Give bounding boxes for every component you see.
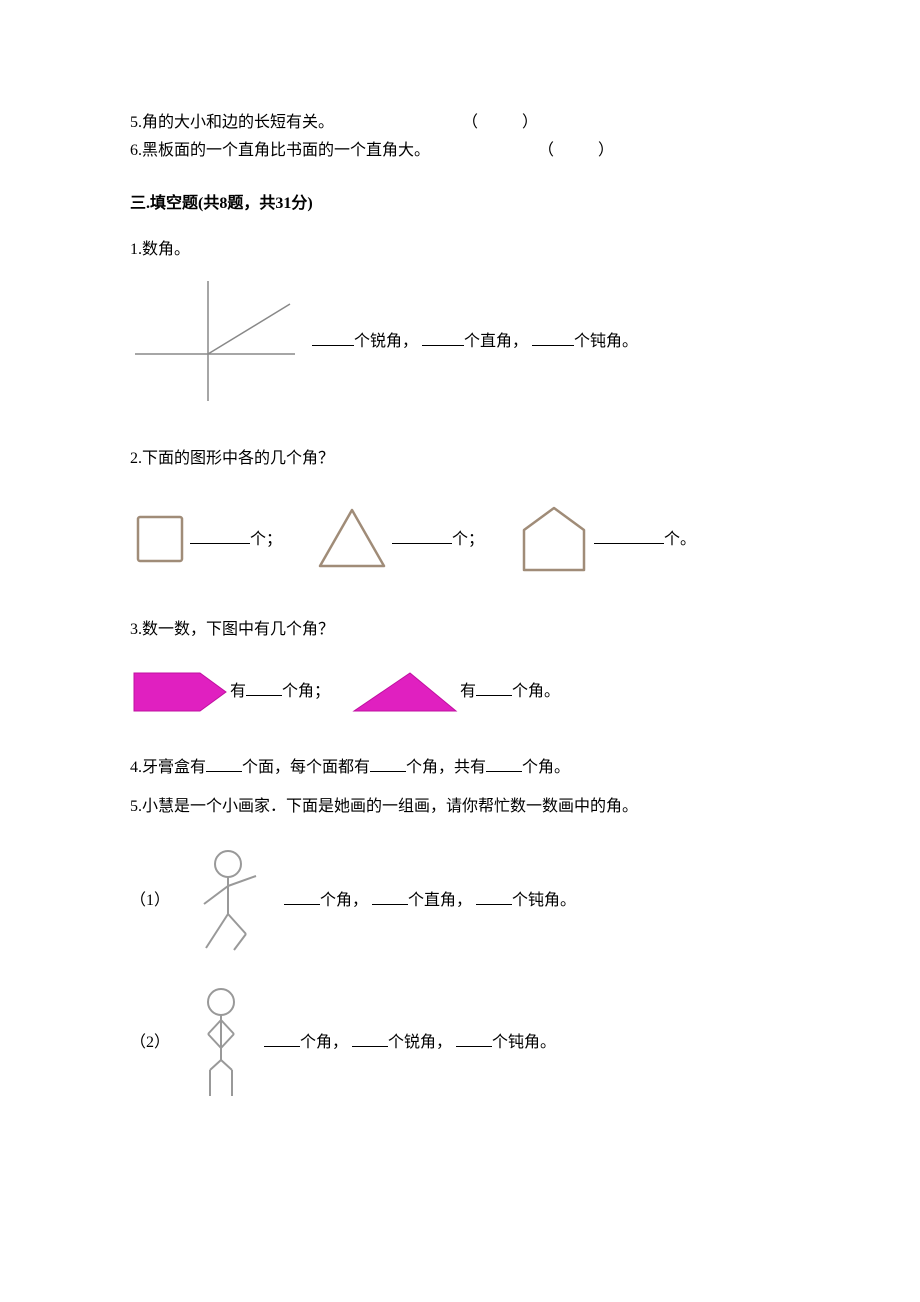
- page: 5.角的大小和边的长短有关。 （ ） 6.黑板面的一个直角比书面的一个直角大。 …: [0, 0, 920, 1302]
- q3-label: 3.数一数，下图中有几个角？: [130, 617, 800, 643]
- q3-t3: 有: [460, 683, 476, 700]
- q4-blank-2[interactable]: [370, 755, 406, 772]
- q3-t1: 有: [230, 683, 246, 700]
- q5-sub1-row: （1） 个角， 个直角， 个钝角。: [130, 846, 800, 956]
- q4-mid1: 个面，每个面都有: [242, 759, 370, 776]
- q1-figure-row: 个锐角， 个直角， 个钝角。: [130, 276, 800, 406]
- tf-q5-paren: （ ）: [462, 114, 542, 131]
- q1-blank-right[interactable]: [422, 329, 464, 346]
- q5-1-t-obtuse: 个钝角。: [512, 892, 576, 909]
- q5-sub2-label: （2）: [130, 1030, 170, 1056]
- q2-blank-2[interactable]: [392, 527, 452, 544]
- q2-unit2: 个；: [452, 531, 484, 548]
- q3-arrow-shape: [130, 669, 230, 715]
- q2-unit1: 个；: [250, 531, 282, 548]
- q3-triangle-shape: [350, 669, 460, 715]
- q2-blank-1[interactable]: [190, 527, 250, 544]
- q5-stickfigure-2: [186, 986, 256, 1101]
- q2-label: 2.下面的图形中各的几个角？: [130, 446, 800, 472]
- tf-q5-text: 5.角的大小和边的长短有关。: [130, 114, 334, 131]
- q3-blank-2[interactable]: [476, 679, 512, 696]
- q2-pentagon-text: 个。: [594, 527, 696, 553]
- q4-mid2: 个角，共有: [406, 759, 486, 776]
- q5-label: 5.小慧是一个小画家．下面是她画的一组画，请你帮忙数一数画中的角。: [130, 794, 800, 820]
- q5-2-blank-angle[interactable]: [264, 1030, 300, 1047]
- q1-blank-acute[interactable]: [312, 329, 354, 346]
- q2-square: [130, 509, 190, 569]
- q5-sub2-row: （2） 个角， 个锐角， 个钝角。: [130, 986, 800, 1101]
- q3-arrow-text: 有 个角；: [230, 679, 330, 705]
- q1-answer-line: 个锐角， 个直角， 个钝角。: [312, 329, 638, 355]
- q5-1-t-right: 个直角，: [408, 892, 472, 909]
- q2-blank-3[interactable]: [594, 527, 664, 544]
- q5-2-t-acute: 个锐角，: [388, 1034, 452, 1051]
- q1-blank-obtuse[interactable]: [532, 329, 574, 346]
- q5-1-blank-angle[interactable]: [284, 888, 320, 905]
- q2-pentagon: [514, 502, 594, 577]
- q3-t4: 个角。: [512, 683, 560, 700]
- q5-sub1-text: 个角， 个直角， 个钝角。: [284, 888, 576, 914]
- q2-triangle: [312, 504, 392, 574]
- q1-t2: 个直角，: [464, 333, 528, 350]
- q5-2-blank-acute[interactable]: [352, 1030, 388, 1047]
- q5-2-blank-obtuse[interactable]: [456, 1030, 492, 1047]
- q4-pre: 4.牙膏盒有: [130, 759, 206, 776]
- q1-t3: 个钝角。: [574, 333, 638, 350]
- q3-blank-1[interactable]: [246, 679, 282, 696]
- q4-blank-1[interactable]: [206, 755, 242, 772]
- q1-angle-diagram: [130, 276, 300, 406]
- q5-2-t-angle: 个角，: [300, 1034, 348, 1051]
- q5-sub1-label: （1）: [130, 888, 170, 914]
- q4-line: 4.牙膏盒有 个面，每个面都有 个角，共有 个角。: [130, 755, 800, 781]
- q3-figure-row: 有 个角； 有 个角。: [130, 669, 800, 715]
- q2-figure-row: 个； 个； 个。: [130, 502, 800, 577]
- q3-t2: 个角；: [282, 683, 330, 700]
- q5-sub2-text: 个角， 个锐角， 个钝角。: [264, 1030, 556, 1056]
- tf-item-5: 5.角的大小和边的长短有关。 （ ）: [130, 110, 800, 136]
- q5-1-blank-obtuse[interactable]: [476, 888, 512, 905]
- q1-t1: 个锐角，: [354, 333, 418, 350]
- tf-q6-paren: （ ）: [538, 142, 618, 159]
- section-3-title: 三.填空题(共8题，共31分): [130, 191, 800, 217]
- q4-blank-3[interactable]: [486, 755, 522, 772]
- q5-1-t-angle: 个角，: [320, 892, 368, 909]
- q2-square-text: 个；: [190, 527, 282, 553]
- q2-triangle-text: 个；: [392, 527, 484, 553]
- q1-label: 1.数角。: [130, 237, 800, 263]
- q5-stickfigure-1: [186, 846, 276, 956]
- q4-post: 个角。: [522, 759, 570, 776]
- q5-2-t-obtuse: 个钝角。: [492, 1034, 556, 1051]
- q2-unit3: 个。: [664, 531, 696, 548]
- q3-triangle-text: 有 个角。: [460, 679, 560, 705]
- tf-item-6: 6.黑板面的一个直角比书面的一个直角大。 （ ）: [130, 138, 800, 164]
- q5-1-blank-right[interactable]: [372, 888, 408, 905]
- tf-q6-text: 6.黑板面的一个直角比书面的一个直角大。: [130, 142, 430, 159]
